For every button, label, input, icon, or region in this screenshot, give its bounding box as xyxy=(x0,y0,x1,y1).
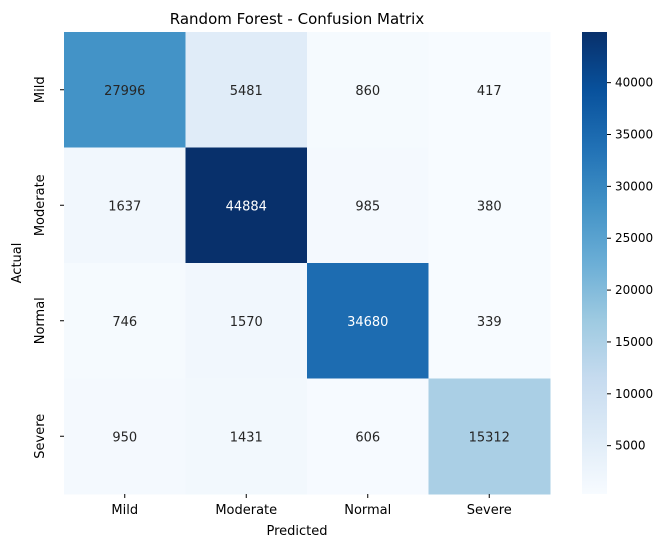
colorbar-tick-label: 40000 xyxy=(615,76,653,90)
heatmap-cell xyxy=(428,32,551,148)
heatmap-cells: 27996 5481 860 417 1637 44884 985 380 746 1570 346… xyxy=(64,32,551,495)
heatmap-cell xyxy=(64,32,186,148)
heatmap-cell xyxy=(307,32,429,148)
cell-value-label: 380 xyxy=(477,199,502,214)
cell-value-label: 339 xyxy=(477,315,502,330)
heatmap-cell xyxy=(64,263,186,379)
cell-value-label: 746 xyxy=(112,315,137,330)
colorbar-tick-label: 35000 xyxy=(615,128,653,142)
heatmap-cell xyxy=(428,147,551,264)
cell-value-label: 985 xyxy=(355,199,380,214)
heatmap-cell xyxy=(64,147,186,264)
heatmap-cell xyxy=(307,263,429,379)
cell-value-label: 34680 xyxy=(347,315,388,330)
colorbar-tick-label: 15000 xyxy=(615,335,653,349)
cell-value-label: 44884 xyxy=(226,199,267,214)
cell-value-label: 15312 xyxy=(469,430,510,445)
y-tick-label: Normal xyxy=(33,297,48,344)
x-axis: Mild Moderate Normal Severe xyxy=(111,494,512,518)
heatmap-cell xyxy=(64,378,186,495)
heatmap-cell xyxy=(185,378,308,495)
colorbar-tick-label: 20000 xyxy=(615,283,653,297)
cell-value-label: 27996 xyxy=(104,84,145,99)
cell-value-label: 5481 xyxy=(230,84,263,99)
heatmap-cell xyxy=(307,147,429,264)
y-tick-label: Severe xyxy=(33,414,48,459)
y-tick-label: Moderate xyxy=(33,174,48,236)
cell-value-label: 860 xyxy=(355,84,380,99)
heatmap-cell xyxy=(428,378,551,495)
cell-value-label: 1570 xyxy=(230,315,263,330)
heatmap-cell xyxy=(185,32,308,148)
heatmap-cell xyxy=(185,263,308,379)
cell-value-label: 950 xyxy=(112,430,137,445)
y-tick-label: Mild xyxy=(33,76,48,103)
heatmap-cell xyxy=(185,147,308,264)
cell-value-label: 1431 xyxy=(230,430,263,445)
colorbar-tick-label: 5000 xyxy=(615,439,646,453)
cell-value-label: 606 xyxy=(355,430,380,445)
colorbar xyxy=(582,32,607,494)
x-tick-label: Mild xyxy=(111,503,138,518)
colorbar-tick-label: 10000 xyxy=(615,387,653,401)
colorbar-tick-label: 30000 xyxy=(615,179,653,193)
y-axis: Mild Moderate Normal Severe xyxy=(33,76,64,459)
x-axis-label: Predicted xyxy=(266,524,327,539)
chart-title: Random Forest - Confusion Matrix xyxy=(170,10,425,28)
heatmap-cell xyxy=(307,378,429,495)
heatmap-cell xyxy=(428,263,551,379)
x-tick-label: Moderate xyxy=(215,503,277,518)
colorbar-tick-label: 25000 xyxy=(615,231,653,245)
y-axis-label: Actual xyxy=(10,243,25,284)
cell-value-label: 1637 xyxy=(108,199,141,214)
cell-value-label: 417 xyxy=(477,84,502,99)
colorbar-axis: 5000 10000 15000 20000 25000 30000 35000 40000 xyxy=(607,76,653,453)
x-tick-label: Normal xyxy=(344,503,391,518)
x-tick-label: Severe xyxy=(467,503,512,518)
